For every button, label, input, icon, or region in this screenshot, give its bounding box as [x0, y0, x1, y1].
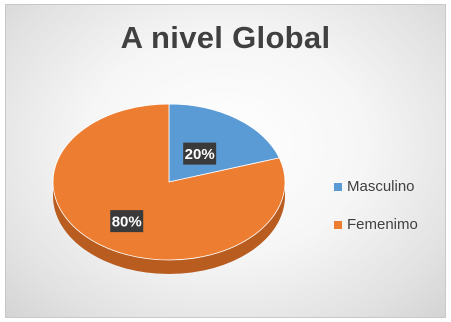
legend-item-masculino: Masculino: [334, 177, 418, 196]
legend-swatch-femenimo: [334, 220, 342, 229]
legend-item-femenimo: Femenimo: [334, 215, 418, 234]
legend-label-femenimo: Femenimo: [347, 216, 418, 233]
legend-swatch-masculino: [334, 182, 342, 191]
chart-area: A nivel Global 20% 80% Masculino Femenimo: [5, 4, 446, 318]
data-label-femenimo: 80%: [110, 210, 144, 233]
data-label-text: 80%: [112, 214, 142, 231]
data-label-box: [110, 210, 144, 233]
data-label-masculino: 20%: [183, 142, 217, 165]
pie-side-wall: [53, 182, 285, 274]
chart-title: A nivel Global: [120, 20, 331, 55]
legend-label-masculino: Masculino: [347, 178, 415, 195]
legend: Masculino Femenimo: [334, 177, 418, 253]
data-label-box: [183, 142, 217, 165]
pie-chart: 20% 80%: [52, 103, 286, 274]
data-label-text: 20%: [185, 146, 215, 163]
